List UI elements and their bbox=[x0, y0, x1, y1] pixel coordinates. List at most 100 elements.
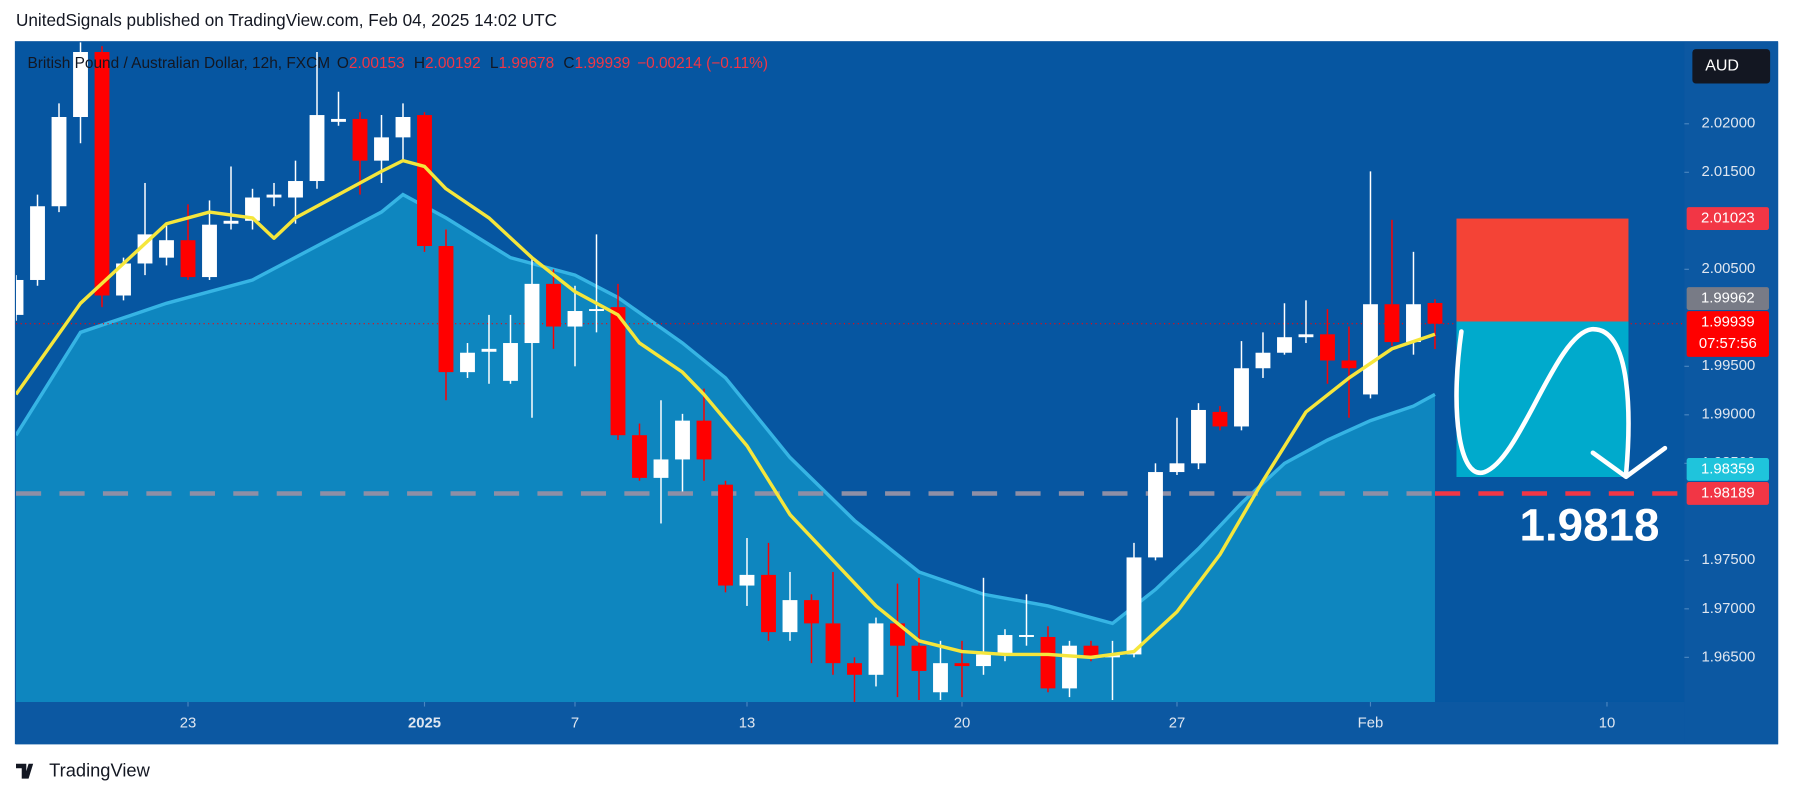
y-tick-label: 1.97000 bbox=[1702, 601, 1756, 617]
y-tick-label: 2.01500 bbox=[1702, 164, 1756, 180]
price-label-box bbox=[1686, 482, 1769, 505]
candle-body bbox=[1384, 304, 1400, 343]
legend-open-label: O bbox=[337, 55, 349, 72]
candle-body bbox=[696, 420, 712, 460]
target-annotation: 1.9818 bbox=[1520, 499, 1660, 550]
price-label: 1.98189 bbox=[1701, 485, 1755, 501]
candle-body bbox=[180, 240, 196, 278]
symbol-legend: British Pound / Australian Dollar, 12h, … bbox=[27, 55, 768, 72]
candle-body bbox=[288, 181, 303, 198]
candle-body bbox=[460, 352, 475, 373]
legend-title: British Pound / Australian Dollar, 12h, … bbox=[27, 55, 330, 72]
legend-low-label: L bbox=[490, 55, 499, 72]
price-countdown: 07:57:56 bbox=[1699, 336, 1757, 352]
candle-body bbox=[911, 645, 927, 671]
candle-body bbox=[331, 118, 346, 122]
candle-body bbox=[1191, 409, 1206, 464]
band-edge bbox=[16, 192, 1436, 626]
time-axis bbox=[16, 701, 1685, 745]
x-tick-label: 27 bbox=[1169, 716, 1186, 732]
legend-change: −0.00214 (−0.11%) bbox=[637, 55, 768, 72]
y-tick-label: 1.99000 bbox=[1702, 407, 1756, 423]
price-label-box bbox=[1686, 207, 1769, 230]
candle-body bbox=[546, 283, 561, 327]
candle-body bbox=[890, 623, 905, 646]
candle-body bbox=[481, 348, 497, 352]
candle-body bbox=[374, 137, 389, 161]
y-tick-label: 2.00500 bbox=[1702, 261, 1756, 277]
candle-body bbox=[1212, 411, 1228, 427]
price-label-box bbox=[1686, 311, 1769, 357]
candle-body bbox=[997, 635, 1013, 655]
candle-body bbox=[933, 663, 948, 693]
candle-body bbox=[116, 263, 131, 296]
y-tick-label: 2.02000 bbox=[1702, 116, 1756, 132]
legend-high-value: 2.00192 bbox=[425, 55, 481, 72]
price-label: 1.99962 bbox=[1701, 290, 1755, 306]
moving-average-line bbox=[16, 158, 1436, 660]
x-tick-label: 10 bbox=[1599, 716, 1616, 732]
candle-body bbox=[417, 115, 432, 247]
candle-body bbox=[309, 115, 325, 182]
candle-body bbox=[1019, 635, 1034, 637]
y-tick-label: 1.99500 bbox=[1702, 358, 1756, 374]
candle-body bbox=[1040, 636, 1056, 689]
price-label: 1.99939 bbox=[1701, 315, 1755, 331]
candle-body bbox=[16, 279, 24, 315]
candle-body bbox=[610, 307, 626, 436]
candle-body bbox=[868, 623, 884, 675]
candle-body bbox=[976, 654, 991, 667]
y-tick-label: 1.97500 bbox=[1702, 552, 1756, 568]
candle-body bbox=[524, 283, 540, 344]
candle-body bbox=[438, 246, 454, 373]
candle-body bbox=[675, 420, 690, 460]
legend-high-label: H bbox=[414, 55, 425, 72]
x-tick-label: 13 bbox=[739, 716, 756, 732]
candle-body bbox=[223, 220, 239, 224]
x-tick-label: 23 bbox=[180, 716, 197, 732]
band-area bbox=[16, 194, 1435, 702]
candle-body bbox=[632, 435, 647, 478]
candle-body bbox=[804, 600, 819, 624]
overlay-layer: 2.020002.015002.005001.995001.990001.985… bbox=[180, 116, 1769, 732]
forecast-arrowhead bbox=[1590, 445, 1668, 480]
candle-body bbox=[1083, 645, 1099, 658]
candle-body bbox=[718, 484, 733, 586]
plot-layer bbox=[16, 42, 1685, 702]
legend-open-value: 2.00153 bbox=[349, 55, 405, 72]
candle-body bbox=[352, 118, 368, 161]
candle-body bbox=[266, 194, 282, 198]
tradingview-logo: TradingView bbox=[16, 760, 151, 781]
candle-body bbox=[73, 52, 88, 117]
candle-body bbox=[51, 116, 67, 207]
candle-body bbox=[245, 197, 260, 221]
candle-body bbox=[1169, 463, 1185, 473]
candle-body bbox=[395, 116, 411, 138]
price-label: 2.01023 bbox=[1701, 210, 1755, 226]
currency-button[interactable] bbox=[1692, 49, 1771, 84]
brand-name: TradingView bbox=[49, 760, 150, 781]
target-zone bbox=[1456, 321, 1629, 478]
candle-body bbox=[159, 240, 174, 258]
candle-body bbox=[825, 623, 841, 664]
y-tick-label: 1.96500 bbox=[1702, 649, 1756, 665]
currency-button-label[interactable]: AUD bbox=[1705, 58, 1739, 75]
x-tick-label: 7 bbox=[571, 716, 579, 732]
candle-body bbox=[1126, 557, 1142, 655]
price-label-box bbox=[1686, 458, 1769, 481]
candle-body bbox=[1341, 360, 1357, 369]
legend-low-value: 1.99678 bbox=[498, 55, 554, 72]
candle-body bbox=[589, 309, 604, 312]
candle-body bbox=[782, 600, 798, 633]
candle-body bbox=[1148, 472, 1163, 558]
forecast-curve bbox=[1454, 326, 1631, 477]
x-tick-label: Feb bbox=[1358, 716, 1384, 732]
candle-body bbox=[739, 574, 755, 586]
candle-body bbox=[1234, 368, 1249, 427]
price-label-box bbox=[1686, 287, 1769, 311]
candle-body bbox=[1298, 334, 1314, 338]
candle-body bbox=[954, 663, 970, 667]
candle-body bbox=[30, 206, 45, 280]
